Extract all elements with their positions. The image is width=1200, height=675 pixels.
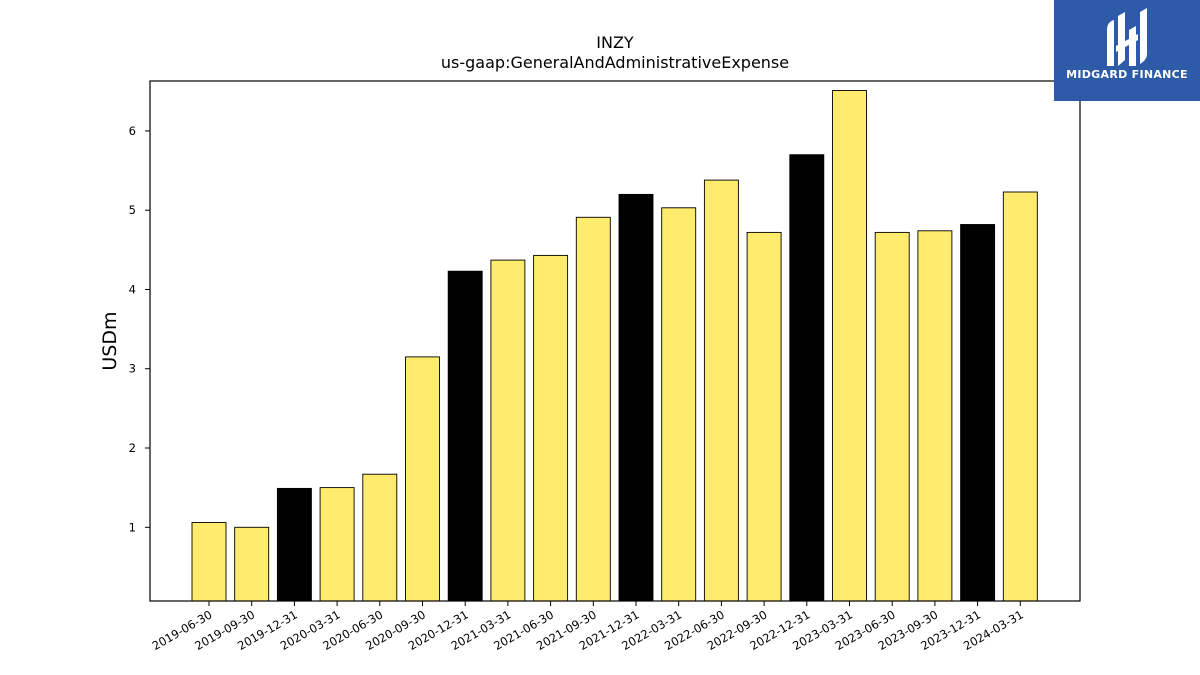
- bar-2019-06-30: [191, 522, 227, 602]
- logo-text: MIDGARD FINANCE: [1066, 68, 1188, 81]
- bar-2019-12-31: [276, 487, 312, 602]
- bar-2023-03-31: [832, 90, 867, 602]
- bar-2019-09-30: [234, 526, 270, 602]
- y-tick-label: 2: [129, 441, 136, 455]
- y-axis: 1 2 3 4 5 6: [129, 124, 150, 534]
- y-tick-label: 1: [129, 520, 136, 534]
- y-axis-label: USDm: [99, 311, 121, 370]
- bar-2022-09-30: [746, 231, 782, 602]
- bar-2020-09-30: [405, 356, 440, 602]
- logo-mark-icon: [1107, 8, 1147, 66]
- chart-subtitle: us-gaap:GeneralAndAdministrativeExpense: [441, 53, 789, 72]
- y-tick-label: 4: [129, 282, 136, 296]
- bar-2020-03-31: [319, 487, 355, 602]
- chart-title: INZY: [596, 33, 634, 52]
- bar-2021-12-31: [618, 193, 654, 602]
- bar-2021-06-30: [533, 254, 569, 602]
- brand-logo: MIDGARD FINANCE: [1054, 0, 1200, 101]
- bar-2022-03-31: [661, 207, 697, 602]
- bar-2022-12-31: [789, 154, 825, 602]
- bar-2021-09-30: [575, 216, 611, 602]
- bars-group: [191, 90, 1038, 602]
- bar-2023-06-30: [874, 231, 910, 602]
- bar-2020-12-31: [447, 270, 483, 602]
- bar-2021-03-31: [490, 259, 526, 602]
- bar-2023-12-31: [960, 224, 996, 602]
- bar-2020-06-30: [362, 473, 398, 602]
- plot-frame: [149, 80, 1081, 602]
- y-tick-label: 5: [129, 203, 136, 217]
- y-tick-label: 3: [129, 362, 136, 376]
- y-tick-label: 6: [129, 124, 136, 138]
- x-axis: 2019-06-302019-09-302019-12-312020-03-31…: [150, 601, 1026, 653]
- bar-2023-09-30: [917, 230, 953, 602]
- bar-2024-03-31: [1002, 191, 1038, 602]
- bar-2022-06-30: [703, 179, 739, 602]
